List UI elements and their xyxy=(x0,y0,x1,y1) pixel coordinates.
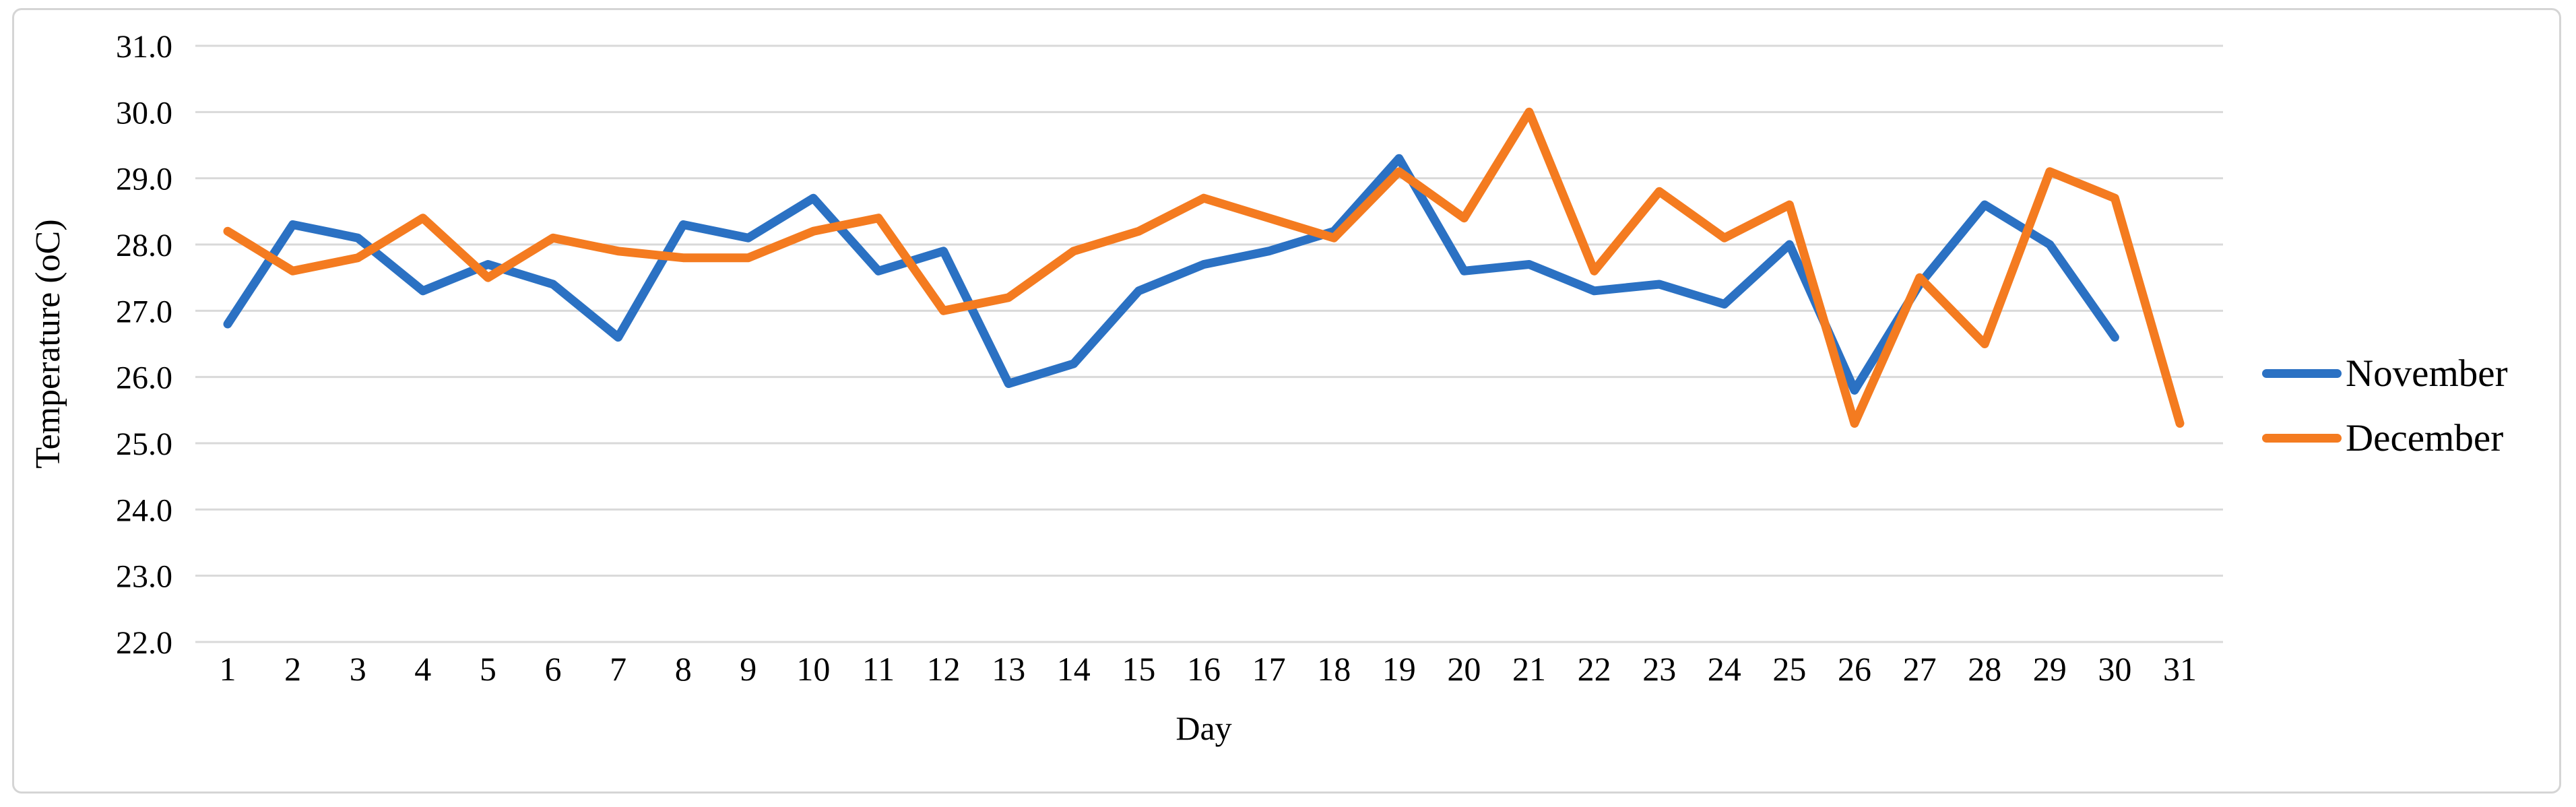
x-tick-label: 6 xyxy=(545,650,562,688)
december-line-swatch xyxy=(2262,433,2342,443)
legend-item-november: November xyxy=(2262,341,2508,406)
y-tick-label: 26.0 xyxy=(116,360,172,396)
legend-label-november: November xyxy=(2346,352,2508,395)
y-tick-label: 28.0 xyxy=(116,228,172,263)
x-tick-label: 20 xyxy=(1447,650,1481,688)
x-tick-label: 5 xyxy=(480,650,496,688)
y-tick-label: 29.0 xyxy=(116,162,172,197)
legend: November December xyxy=(2262,341,2508,470)
x-tick-label: 12 xyxy=(927,650,961,688)
x-tick-label: 29 xyxy=(2033,650,2067,688)
november-series-line xyxy=(223,154,2119,395)
y-tick-label: 30.0 xyxy=(116,95,172,131)
y-tick-label: 23.0 xyxy=(116,559,172,595)
x-tick-label: 15 xyxy=(1122,650,1155,688)
x-tick-label: 17 xyxy=(1252,650,1286,688)
x-tick-label: 28 xyxy=(1968,650,2001,688)
y-tick-label: 22.0 xyxy=(116,625,172,661)
november-line-swatch xyxy=(2262,368,2342,378)
x-tick-label: 18 xyxy=(1317,650,1351,688)
x-tick-label: 13 xyxy=(992,650,1025,688)
y-tick-label: 31.0 xyxy=(116,29,172,65)
x-tick-label: 4 xyxy=(414,650,431,688)
x-tick-label: 2 xyxy=(284,650,301,688)
x-tick-label: 26 xyxy=(1838,650,1871,688)
x-tick-label: 24 xyxy=(1708,650,1741,688)
x-tick-label: 23 xyxy=(1642,650,1676,688)
figure-frame xyxy=(12,8,2561,794)
x-tick-label: 1 xyxy=(220,650,236,688)
december-series-line xyxy=(223,107,2185,428)
x-tick-label: 25 xyxy=(1772,650,1806,688)
y-tick-label: 24.0 xyxy=(116,492,172,528)
x-tick-label: 16 xyxy=(1187,650,1221,688)
legend-item-december: December xyxy=(2262,406,2508,470)
x-tick-label: 11 xyxy=(862,650,895,688)
x-tick-label: 31 xyxy=(2163,650,2197,688)
x-tick-label: 27 xyxy=(1903,650,1937,688)
x-tick-label: 8 xyxy=(675,650,692,688)
x-tick-label: 9 xyxy=(740,650,756,688)
legend-label-december: December xyxy=(2346,416,2504,459)
x-tick-label: 7 xyxy=(610,650,626,688)
x-tick-label: 30 xyxy=(2098,650,2131,688)
y-tick-label: 25.0 xyxy=(116,426,172,462)
x-tick-label: 19 xyxy=(1382,650,1416,688)
y-axis-title: Temperature (oC) xyxy=(29,219,67,468)
x-tick-label: 10 xyxy=(796,650,830,688)
x-tick-label: 3 xyxy=(350,650,366,688)
x-tick-label: 21 xyxy=(1512,650,1546,688)
y-tick-label: 27.0 xyxy=(116,294,172,329)
x-tick-label: 22 xyxy=(1578,650,1611,688)
x-axis-title: Day xyxy=(1176,709,1231,747)
x-tick-label: 14 xyxy=(1057,650,1091,688)
